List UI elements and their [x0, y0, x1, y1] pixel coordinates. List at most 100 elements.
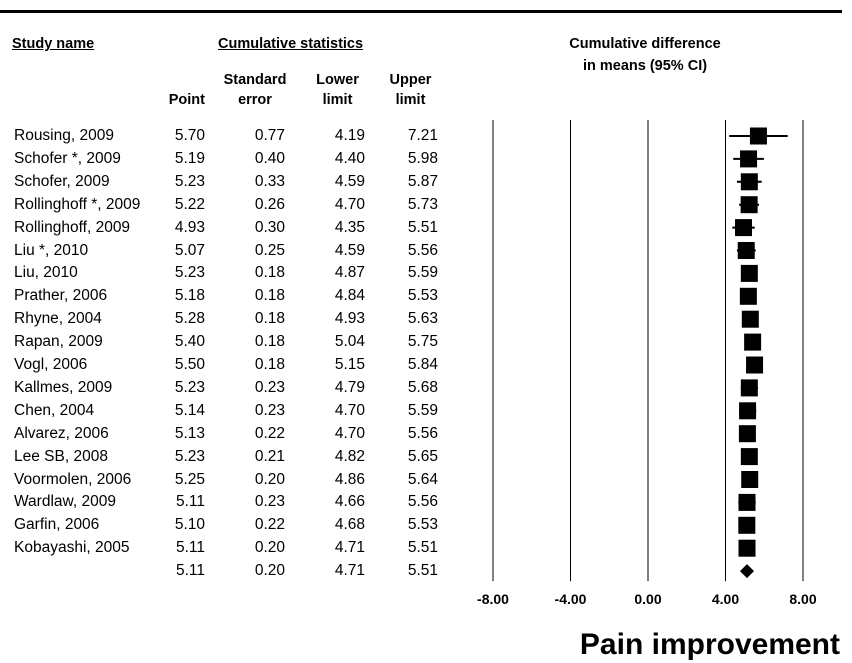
col-header-se-line2: error: [238, 92, 272, 108]
point-estimate-square: [740, 173, 758, 191]
cell-point: 5.11: [175, 493, 205, 511]
point-estimate-square: [738, 539, 756, 557]
cell-se: 0.26: [254, 195, 285, 213]
cell-se: 0.23: [254, 378, 285, 396]
point-estimate-square: [741, 471, 759, 488]
cell-se: 0.77: [254, 127, 285, 144]
cell-upper: 5.75: [407, 333, 438, 351]
cell-upper: 5.56: [407, 424, 438, 442]
cell-study: Schofer, 2009: [14, 172, 110, 190]
point-estimate-square: [738, 516, 756, 534]
x-tick-label: 0.00: [634, 591, 662, 608]
point-estimate-square: [739, 402, 757, 420]
col-header-upper-line1: Upper: [389, 72, 432, 88]
cell-upper: 5.63: [407, 310, 438, 328]
cell-study: Prather, 2006: [14, 287, 108, 305]
cell-point: 5.25: [174, 470, 205, 488]
cell-lower: 4.86: [334, 470, 365, 488]
cell-se: 0.23: [254, 493, 285, 511]
cell-lower: 5.04: [334, 333, 365, 351]
cell-point: 5.14: [174, 401, 205, 419]
cell-study: Rollinghoff *, 2009: [14, 195, 141, 213]
cell-lower: 4.59: [334, 241, 365, 259]
cell-study: Rhyne, 2004: [14, 310, 102, 328]
cell-se: 0.20: [254, 539, 285, 557]
header-study-name: Study name: [12, 36, 95, 52]
top-rule: [0, 10, 842, 13]
cell-upper: 5.51: [407, 539, 438, 557]
cell-point: 5.50: [174, 356, 205, 373]
cell-point: 5.19: [174, 149, 205, 167]
cell-se: 0.22: [254, 424, 285, 442]
point-estimate-square: [740, 196, 758, 214]
cell-upper: 5.73: [407, 195, 438, 213]
cell-se: 0.23: [254, 401, 285, 419]
cell-point: 5.13: [174, 424, 205, 442]
cell-study: Rousing, 2009: [14, 127, 114, 144]
cell-point: 5.23: [174, 264, 205, 282]
cell-lower: 5.15: [334, 356, 365, 373]
cell-point: 5.40: [174, 333, 205, 351]
cell-study: Kobayashi, 2005: [14, 539, 130, 557]
cell-lower: 4.93: [334, 310, 365, 328]
cell-study: Wardlaw, 2009: [14, 493, 116, 511]
point-estimate-square: [744, 333, 762, 351]
point-estimate-square: [737, 242, 755, 259]
point-estimate-square: [740, 379, 758, 397]
cell-lower: 4.71: [334, 539, 365, 557]
cell-point: 5.23: [174, 378, 205, 396]
cell-upper: 5.64: [407, 470, 438, 488]
cell-se: 0.18: [254, 356, 285, 373]
x-tick-label: -4.00: [554, 591, 587, 608]
cell-point: 4.93: [174, 218, 205, 236]
cell-study: Liu, 2010: [14, 264, 78, 282]
cell-lower: 4.71: [334, 562, 365, 580]
plot-title-line2: in means (95% CI): [582, 58, 708, 74]
cell-se: 0.33: [254, 172, 285, 190]
cell-upper: 5.53: [407, 516, 438, 534]
cell-se: 0.18: [254, 287, 285, 305]
cell-se: 0.18: [254, 333, 285, 351]
cell-upper: 7.21: [407, 127, 438, 144]
cell-point: 5.70: [174, 127, 205, 144]
col-header-lower-line2: limit: [322, 92, 353, 108]
x-tick-label: 4.00: [711, 591, 740, 608]
header-cumulative-statistics-text: Cumulative statistics: [218, 36, 364, 52]
cell-se: 0.18: [254, 264, 285, 282]
col-header-point: Point: [168, 92, 205, 108]
cell-upper: 5.51: [407, 562, 438, 580]
cell-upper: 5.51: [407, 218, 438, 236]
footer-label: Pain improvement: [579, 628, 840, 661]
col-header-upper-line2: limit: [395, 92, 426, 108]
point-estimate-square: [746, 356, 764, 374]
cell-study: Schofer *, 2009: [14, 149, 121, 167]
cell-study: Alvarez, 2006: [14, 424, 109, 442]
cell-upper: 5.68: [407, 378, 438, 396]
cell-study: Kallmes, 2009: [14, 378, 113, 396]
plot-title-line1: Cumulative difference: [569, 36, 721, 52]
cell-study: Liu *, 2010: [14, 241, 89, 259]
x-tick-label: -8.00: [477, 591, 509, 608]
cell-upper: 5.56: [407, 493, 438, 511]
cell-study: Voormolen, 2006: [14, 470, 132, 488]
point-estimate-square: [741, 310, 759, 328]
cell-study: Rapan, 2009: [14, 333, 103, 351]
cell-se: 0.25: [254, 241, 285, 259]
header-cumulative-statistics: Cumulative statistics: [218, 36, 363, 52]
point-estimate-square: [740, 150, 758, 168]
cell-lower: 4.79: [334, 378, 365, 396]
cell-lower: 4.68: [334, 516, 365, 534]
cell-se: 0.21: [254, 447, 285, 465]
cell-se: 0.22: [254, 516, 285, 534]
cell-point: 5.11: [175, 539, 205, 557]
cell-study: Chen, 2004: [14, 401, 95, 419]
cell-point: 5.18: [174, 287, 205, 305]
cell-se: 0.18: [254, 310, 285, 328]
point-estimate-square: [735, 219, 753, 237]
cell-lower: 4.66: [334, 493, 365, 511]
cell-se: 0.20: [254, 470, 285, 488]
col-header-se-line1: Standard: [223, 72, 287, 88]
cell-upper: 5.65: [407, 447, 438, 465]
cell-study: Lee SB, 2008: [14, 447, 108, 465]
